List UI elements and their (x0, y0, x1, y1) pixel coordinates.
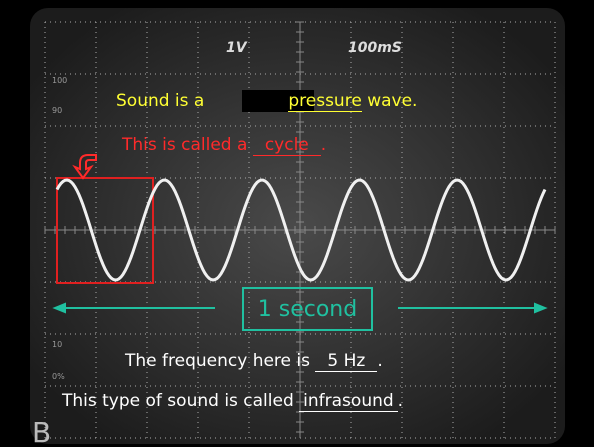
text-line: This type of sound is called infrasound. (62, 391, 403, 412)
text: This is called a (122, 135, 247, 155)
oscilloscope (0, 0, 594, 447)
text: Sound is a (116, 91, 204, 111)
text-line: The frequency here is 5 Hz. (125, 351, 383, 372)
scale-label: 0% (52, 372, 65, 381)
text: . (321, 135, 326, 155)
scale-label: 100 (52, 76, 67, 85)
scale-label: 10 (52, 340, 62, 349)
text: This type of sound is called (62, 391, 294, 411)
volts-label: 1V (226, 40, 247, 56)
text-line: This is called a cycle. (122, 135, 326, 156)
answer: cycle (253, 135, 321, 156)
text: . (398, 391, 403, 411)
text: The frequency here is (125, 351, 310, 371)
time-label: 100mS (348, 40, 402, 56)
text: . (377, 351, 382, 371)
text-line: Sound is a pressure wave. (116, 91, 417, 112)
corner-letter: B (32, 418, 51, 447)
scale-label: 90 (52, 106, 62, 115)
duration-label: 1 second (243, 297, 372, 323)
text: wave. (367, 91, 417, 111)
slide: 1V 100mS 100 90 10 0% Sound is a pressure… (0, 0, 594, 447)
answer: 5 Hz (315, 351, 377, 372)
answer: infrasound (299, 391, 398, 412)
answer: pressure (288, 91, 361, 112)
